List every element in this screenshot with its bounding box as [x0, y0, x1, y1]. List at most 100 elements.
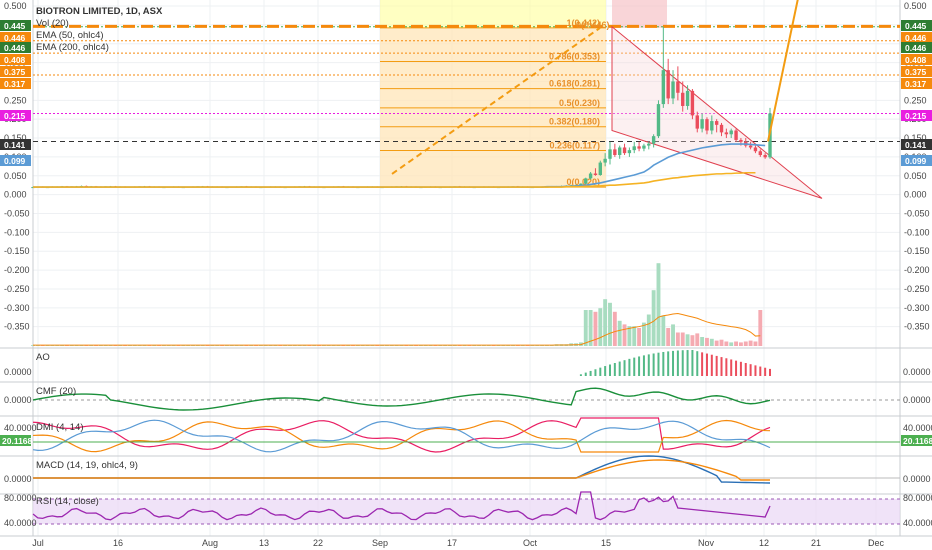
price-badge-value: 0.408: [4, 55, 26, 65]
volume-bar: [748, 340, 753, 346]
volume-bar: [617, 320, 622, 346]
price-tick: 0.050: [4, 171, 27, 181]
dmi-value-left: 20.1168: [2, 436, 33, 446]
price-tick: 0.150: [904, 133, 927, 143]
ao-bar: [579, 374, 582, 376]
rsi-40-label-right: 40.0000: [903, 518, 932, 528]
chart-title: BIOTRON LIMITED, 1D, ASX: [36, 6, 163, 17]
cmf-zero-label-right: 0.0000: [903, 395, 931, 405]
volume-bars: [31, 263, 763, 346]
volume-bar: [627, 326, 632, 346]
candle-body: [579, 183, 583, 186]
candle-body: [584, 178, 588, 184]
price-badge-value: 0.375: [4, 67, 26, 77]
fib-level-label: 0.382(0.180): [549, 117, 600, 127]
candle-body: [729, 130, 733, 135]
candle-body: [719, 124, 724, 133]
candle-body: [685, 90, 690, 106]
resistance-zone: [612, 0, 667, 28]
price-tick: -0.300: [904, 303, 930, 313]
volume-bar: [656, 263, 661, 346]
macd-zero-label-left: 0.0000: [4, 474, 32, 484]
pane-label-macd[interactable]: MACD (14, 19, ohlc4, 9): [36, 460, 138, 471]
candle-body: [627, 150, 632, 154]
candle-body: [700, 119, 704, 129]
ao-bar: [769, 368, 771, 376]
volume-bar: [671, 324, 675, 346]
pane-label-dmi[interactable]: DMI (4, 14): [36, 422, 84, 433]
volume-bar: [661, 315, 666, 346]
candle-body: [676, 81, 680, 93]
price-tick: 0.000: [4, 190, 27, 200]
ao-bar: [657, 352, 660, 376]
volume-ma-line: [33, 313, 761, 346]
fib-level-label: 0.786(0.353): [549, 51, 600, 61]
time-axis[interactable]: Jul 16 Aug 13 22 Sep 17 Oct 15 Nov 12 21 Dec: [32, 538, 884, 548]
candle-body: [734, 130, 738, 140]
projection-arrow: [767, 0, 799, 142]
candle-body: [710, 121, 714, 131]
pane-label-ao[interactable]: AO: [36, 352, 50, 363]
pane-label-rsi[interactable]: RSI (14, close): [36, 496, 99, 507]
volume-bar: [646, 314, 651, 346]
candle-body: [651, 136, 656, 144]
price-tick: 0.500: [904, 1, 927, 11]
price-badge-value: 0.141: [4, 140, 26, 150]
price-tick: -0.350: [4, 322, 30, 332]
candle-body: [608, 149, 612, 159]
candle-body: [647, 143, 651, 146]
price-badge-value: 0.446: [4, 33, 26, 43]
pane-label-cmf[interactable]: CMF (20): [36, 386, 76, 397]
fib-level-label: 1(0.442): [566, 18, 600, 28]
volume-bar: [709, 338, 714, 346]
candle-body: [705, 119, 709, 131]
cmf-line: [32, 387, 771, 411]
price-tick: -0.200: [904, 265, 930, 275]
adx-line: [32, 419, 771, 453]
price-badge-value: 0.445: [4, 21, 26, 31]
ao-bar: [584, 372, 587, 376]
macd-signal-line: [33, 459, 770, 481]
left-price-axis[interactable]: 0.5000.4500.4000.3500.3000.2500.2000.150…: [0, 1, 31, 332]
volume-bar: [612, 311, 617, 346]
price-badge: [901, 155, 932, 166]
volume-bar: [675, 332, 680, 346]
fibonacci-zone-highlight: [380, 0, 606, 28]
volume-bar: [729, 342, 734, 346]
ao-bar: [647, 354, 650, 376]
candle-body: [714, 121, 719, 125]
candle-body: [724, 132, 729, 135]
volume-bar: [758, 310, 763, 346]
ao-bar: [701, 352, 704, 376]
ao-bar: [642, 355, 645, 376]
ao-bar: [662, 351, 665, 376]
candle-body: [671, 81, 675, 99]
legend-ema200[interactable]: EMA (200, ohlc4): [36, 42, 109, 53]
ao-zero-label-right: 0.0000: [903, 367, 931, 377]
candle-body: [617, 147, 622, 156]
rsi-40-label-left: 40.0000: [4, 518, 37, 528]
legend-ema50[interactable]: EMA (50, ohlc4): [36, 30, 104, 41]
volume-bar: [705, 337, 709, 346]
legend-volume[interactable]: Vol (20): [36, 18, 69, 29]
price-tick: -0.050: [4, 209, 30, 219]
candle-body: [690, 90, 695, 116]
price-tick: 0.150: [4, 133, 27, 143]
price-badge-value: 0.099: [4, 156, 26, 166]
right-price-axis[interactable]: 0.5000.4500.4000.3500.3000.2500.2000.150…: [901, 1, 932, 332]
price-tick: 0.000: [904, 190, 927, 200]
fib-level-label: 0(0.020): [566, 177, 600, 187]
ao-bar: [623, 360, 626, 376]
moving-averages: [33, 143, 766, 188]
ao-bar: [613, 363, 616, 376]
price-tick: -0.100: [4, 227, 30, 237]
macd-zero-label-right: 0.0000: [903, 474, 931, 484]
price-badge-value: 0.141: [905, 140, 927, 150]
candle-body: [622, 147, 627, 154]
volume-bar: [588, 310, 593, 346]
price-badge-value: 0.408: [905, 55, 927, 65]
price-tick: 0.250: [4, 95, 27, 105]
candle-body: [681, 92, 685, 106]
price-badge: [0, 78, 31, 89]
horizontal-levels: [33, 24, 900, 142]
